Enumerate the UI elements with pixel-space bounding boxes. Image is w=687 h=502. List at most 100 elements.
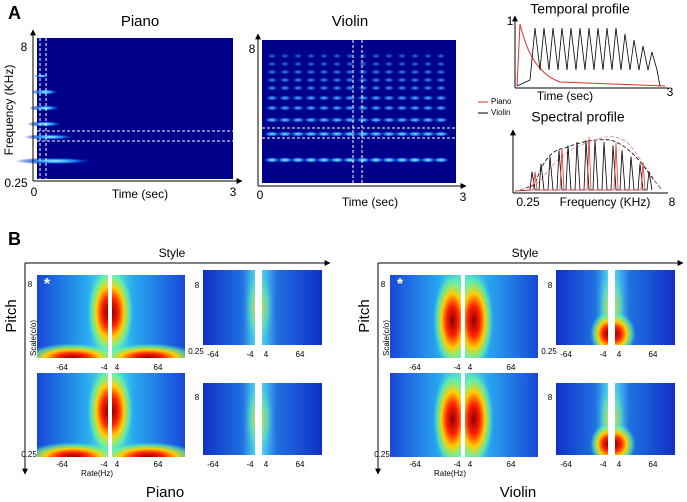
harmonic	[344, 85, 356, 91]
instrument-label: Piano	[146, 484, 184, 501]
harmonic	[383, 77, 395, 83]
tick-label: 4	[264, 350, 269, 359]
hot-spot	[112, 343, 185, 358]
axis-label: Style	[159, 246, 186, 260]
hot-spot	[465, 373, 495, 457]
hot-spot	[37, 343, 108, 358]
harmonic	[367, 157, 385, 163]
rate-scale-map	[203, 270, 255, 345]
spectrogram-title: Piano	[121, 13, 159, 30]
tick-label: -4	[599, 460, 607, 469]
tick-label: 4	[115, 363, 120, 372]
panel-b: Style Pitch Piano -64 -4 4 64 -64 -4 4 64 -64 -4 4 64 -…	[3, 246, 684, 501]
harmonic	[421, 95, 435, 101]
rate-scale-map	[615, 270, 675, 345]
harmonic	[266, 85, 278, 91]
hot-spot	[432, 373, 461, 457]
harmonic	[433, 117, 449, 123]
harmonic	[328, 157, 346, 163]
harmonic	[420, 117, 436, 123]
harmonic	[422, 77, 434, 83]
axis-label: Time (sec)	[537, 89, 593, 103]
harmonic	[436, 53, 446, 59]
harmonic	[263, 131, 281, 137]
harmonic	[263, 157, 281, 163]
harmonic	[384, 53, 394, 59]
harmonic	[292, 77, 304, 83]
tick-label: 4	[264, 460, 269, 469]
harmonic	[367, 131, 385, 137]
harmonic	[422, 85, 434, 91]
hot-spots	[244, 270, 255, 345]
hot-spot	[112, 441, 185, 457]
harmonic	[289, 157, 307, 163]
tick-label: 64	[649, 350, 658, 359]
hot-spots	[262, 383, 274, 455]
harmonic	[395, 95, 409, 101]
harmonic	[357, 69, 369, 75]
violin-curve	[516, 27, 661, 87]
hot-spot	[112, 373, 134, 457]
harmonic	[423, 53, 433, 59]
tick-label: -4	[100, 460, 108, 469]
axis-label: Pitch	[356, 299, 373, 332]
harmonic	[356, 105, 370, 111]
harmonic	[342, 117, 358, 123]
panel-label: A	[8, 3, 21, 23]
spectral-peaks	[514, 137, 646, 192]
harmonic	[280, 61, 290, 67]
harmonic	[305, 85, 317, 91]
tick-label: 8	[195, 393, 200, 402]
dashed-guides	[262, 40, 456, 183]
harmonic	[343, 105, 357, 111]
harmonic	[344, 69, 356, 75]
harmonic	[265, 95, 279, 101]
harmonic	[279, 77, 291, 83]
hot-spots	[37, 275, 108, 358]
tick-label: -64	[207, 350, 219, 359]
hot-spot	[432, 275, 461, 358]
profile-title: Spectral profile	[531, 109, 625, 125]
harmonic	[292, 69, 304, 75]
tick-label: 0.25	[4, 176, 28, 190]
tick-label: -4	[100, 363, 108, 372]
tick-label: 64	[649, 460, 658, 469]
harmonic	[317, 95, 331, 101]
harmonic	[406, 157, 424, 163]
harmonic	[292, 85, 304, 91]
harmonic	[332, 61, 342, 67]
harmonic	[358, 53, 368, 59]
harmonic	[356, 95, 370, 101]
tick-label: 64	[296, 460, 305, 469]
tick-label: 0.25	[188, 347, 204, 356]
harmonic	[290, 117, 306, 123]
tick-label: 1	[507, 14, 514, 28]
harmonic	[432, 131, 450, 137]
harmonic	[355, 117, 371, 123]
tick-label: 4	[617, 460, 622, 469]
harmonic	[331, 77, 343, 83]
harmonic	[317, 105, 331, 111]
rate-scale-map	[112, 373, 185, 457]
harmonic	[358, 61, 368, 67]
tick-label: -64	[560, 460, 572, 469]
hot-spots	[112, 373, 185, 457]
harmonic	[305, 69, 317, 75]
axis-label: Scale(c/o)	[29, 320, 38, 356]
tick-label: 4	[468, 363, 473, 372]
harmonic	[305, 77, 317, 83]
tick-label: 8	[548, 281, 553, 290]
tick-label: 0	[257, 188, 264, 202]
piano-envelope	[519, 136, 661, 191]
harmonic	[410, 61, 420, 67]
harmonic	[384, 61, 394, 67]
tick-label: -64	[56, 460, 68, 469]
hot-spot	[37, 441, 108, 457]
harmonic	[318, 85, 330, 91]
axis-label: Frequency (KHz)	[2, 65, 16, 156]
rate-scale-map	[465, 275, 538, 358]
warm-spot	[262, 383, 274, 455]
harmonic	[383, 69, 395, 75]
axis-label: Frequency (KHz)	[560, 195, 651, 209]
